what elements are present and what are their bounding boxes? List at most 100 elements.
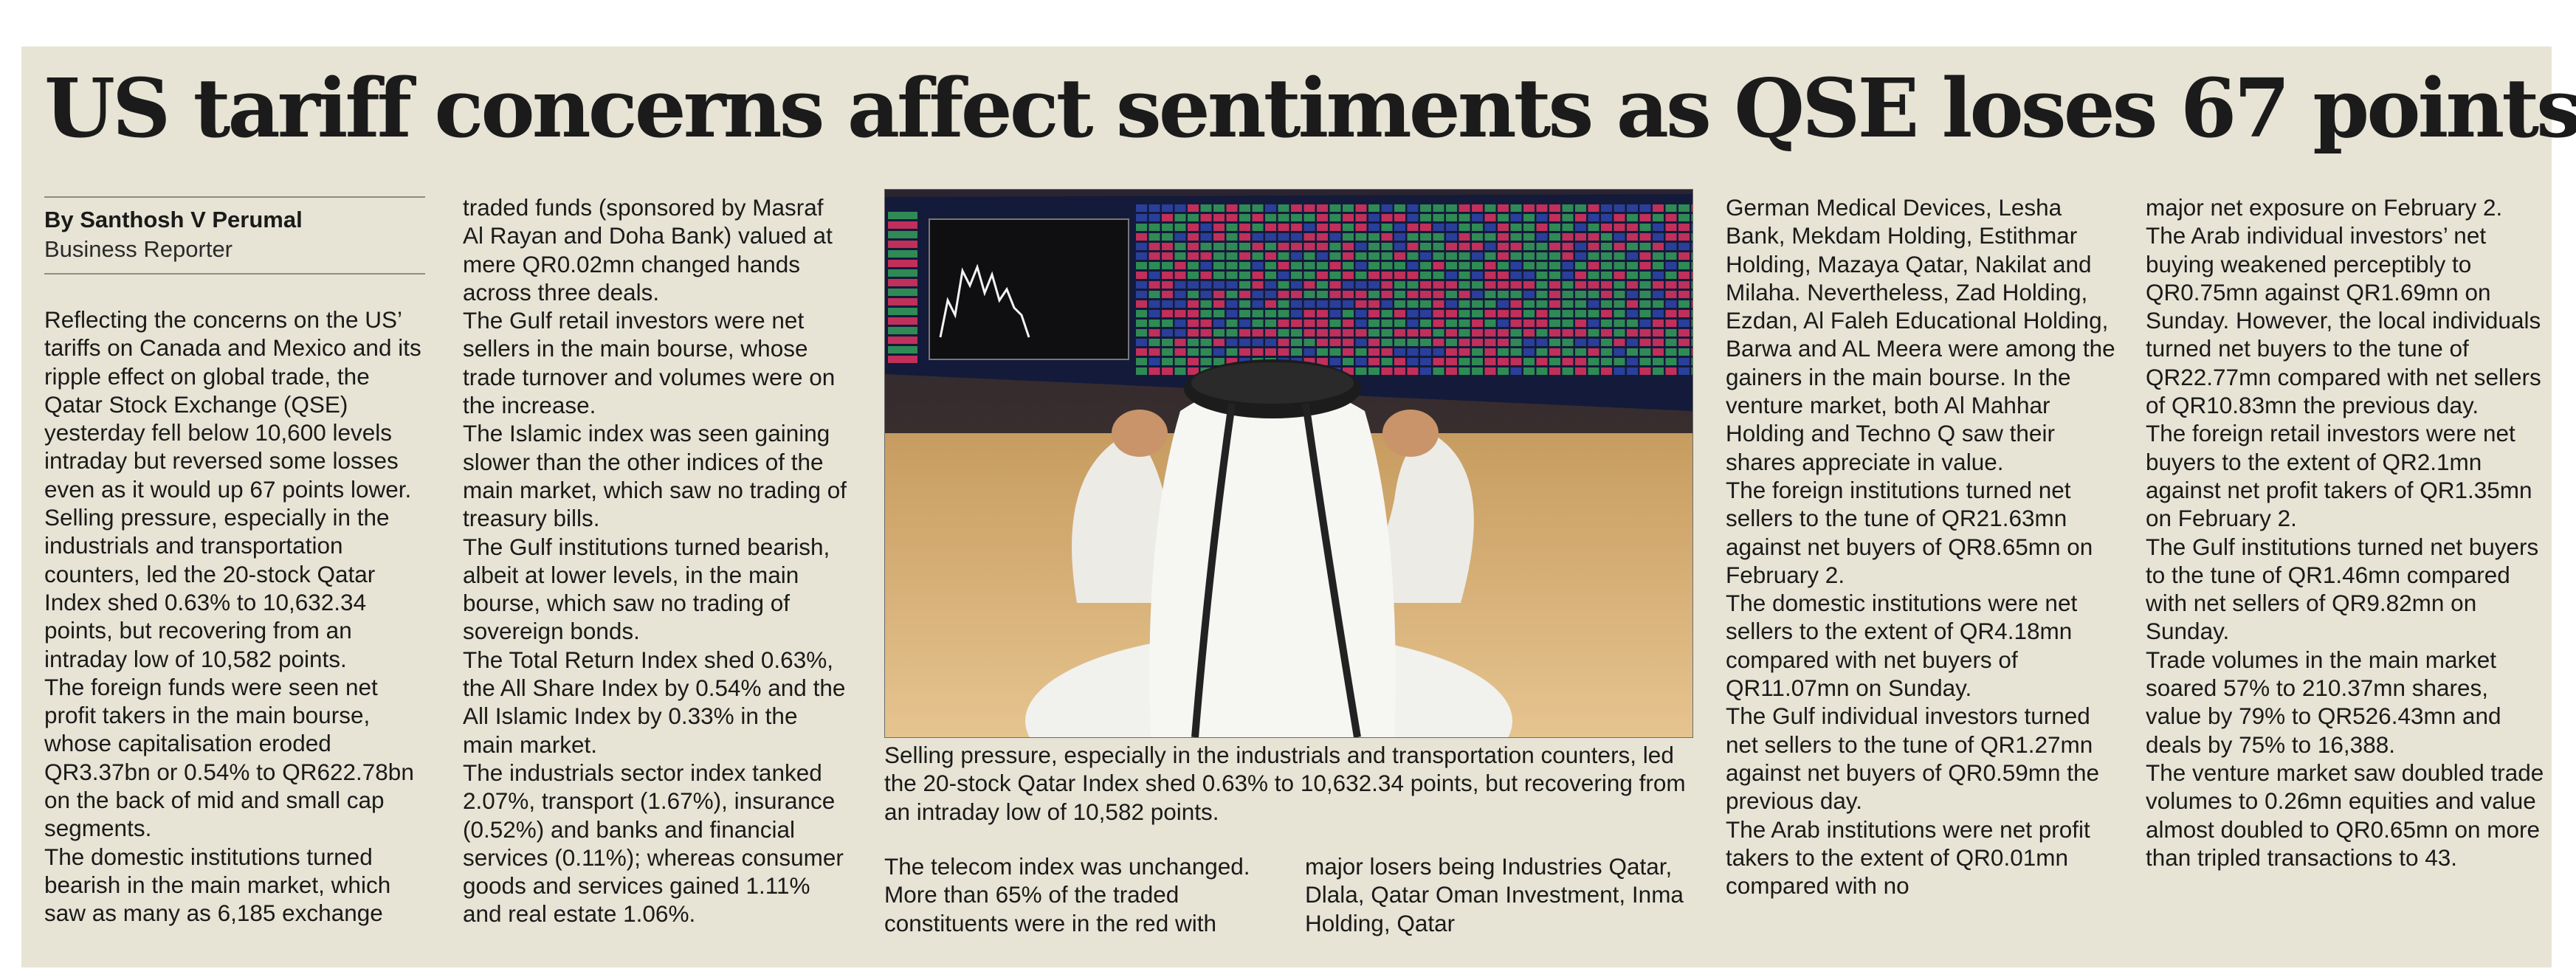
ticker-cell [1653, 281, 1664, 289]
ticker-cell [1639, 262, 1651, 269]
ticker-cell [888, 231, 917, 238]
ticker-cell [1459, 262, 1470, 269]
ticker-cell [1278, 252, 1289, 260]
ticker-cell [1213, 348, 1225, 356]
paragraph: major losers being Industries Qatar, Dla… [1305, 853, 1684, 936]
ticker-cell [1188, 348, 1199, 356]
ticker-cell [1200, 291, 1212, 298]
ticker-cell [1136, 233, 1147, 241]
ticker-cell [1162, 310, 1173, 317]
byline: By Santhosh V Perumal Business Reporter [44, 196, 425, 275]
ticker-cell [1639, 252, 1651, 260]
ticker-cell [1188, 233, 1199, 241]
ticker-cell [1136, 348, 1147, 356]
paragraph: The telecom index was unchanged. More th… [884, 853, 1250, 936]
paragraph: Reflecting the concerns on the US’ tarif… [44, 306, 421, 503]
ticker-cell [1691, 243, 1692, 250]
ticker-cell [1562, 300, 1574, 308]
ticker-cell [1252, 310, 1264, 317]
ticker-cell [1562, 233, 1574, 241]
ticker-cell [1355, 281, 1367, 289]
ticker-cell [1278, 300, 1289, 308]
ticker-cell [1213, 310, 1225, 317]
ticker-cell [1433, 204, 1444, 212]
ticker-cell [1291, 320, 1302, 327]
ticker-cell [1665, 358, 1677, 365]
headline: US tariff concerns affect sentiments as … [44, 61, 2576, 156]
ticker-cell [1562, 281, 1574, 289]
ticker-cell [1523, 329, 1535, 337]
ticker-cell [1472, 320, 1483, 327]
ticker-cell [1472, 214, 1483, 221]
ticker-cell [1472, 291, 1483, 298]
ticker-cell [1498, 243, 1509, 250]
ticker-cell [1562, 320, 1574, 327]
ticker-cell [1601, 281, 1612, 289]
ticker-cell [1213, 281, 1225, 289]
ticker-cell [1653, 358, 1664, 365]
ticker-cell [1484, 300, 1496, 308]
ticker-cell [1614, 358, 1625, 365]
ticker-cell [1188, 262, 1199, 269]
ticker-cell [1510, 339, 1522, 346]
ticker-cell [1381, 329, 1393, 337]
ticker-cell [1639, 329, 1651, 337]
ticker-cell [1498, 329, 1509, 337]
ticker-cell [1562, 368, 1574, 375]
ticker-cell [1329, 320, 1341, 327]
ticker-cell [1614, 204, 1625, 212]
ticker-cell [1433, 291, 1444, 298]
ticker-cell [1678, 300, 1690, 308]
ticker-cell [1355, 224, 1367, 231]
ticker-cell [888, 279, 917, 286]
ticker-cell [1420, 368, 1431, 375]
ticker-cell [1614, 348, 1625, 356]
ticker-cell [1484, 272, 1496, 279]
ticker-cell [1162, 368, 1173, 375]
ticker-cell [1265, 320, 1276, 327]
ticker-cell [888, 337, 917, 344]
ticker-cell [1614, 368, 1625, 375]
ticker-cell [1420, 300, 1431, 308]
ticker-cell [1304, 358, 1315, 365]
ticker-cell [1562, 358, 1574, 365]
ticker-cell [1329, 358, 1341, 365]
ticker-cell [1329, 243, 1341, 250]
ticker-cell [1484, 262, 1496, 269]
ticker-cell [1239, 252, 1250, 260]
ticker-cell [1639, 310, 1651, 317]
ticker-cell [1148, 224, 1160, 231]
ticker-cell [1665, 233, 1677, 241]
ticker-cell [1317, 252, 1328, 260]
ticker-cell [1252, 339, 1264, 346]
ticker-cell [1368, 224, 1380, 231]
ticker-cell [1265, 243, 1276, 250]
ticker-cell [1355, 320, 1367, 327]
ticker-cell [1588, 272, 1599, 279]
ticker-cell [1148, 233, 1160, 241]
ticker-cell [1200, 281, 1212, 289]
ticker-cell [1472, 300, 1483, 308]
ticker-cell [1588, 204, 1599, 212]
ticker-cell [1304, 348, 1315, 356]
ticker-cell [1265, 233, 1276, 241]
ticker-cell [1200, 300, 1212, 308]
ticker-cell [1588, 300, 1599, 308]
ticker-cell [1188, 272, 1199, 279]
ticker-cell [1536, 329, 1548, 337]
ticker-cell [1381, 262, 1393, 269]
ticker-cell [1407, 262, 1419, 269]
ticker-cell [1355, 204, 1367, 212]
ticker-cell [1174, 224, 1186, 231]
ticker-cell [1536, 291, 1548, 298]
ticker-cell [1213, 320, 1225, 327]
ticker-cell [1575, 281, 1586, 289]
ticker-cell [1691, 368, 1692, 375]
ticker-cell [1407, 272, 1419, 279]
ticker-cell [1653, 262, 1664, 269]
ticker-cell [1639, 204, 1651, 212]
ticker-cell [1407, 252, 1419, 260]
ticker-cell [1678, 214, 1690, 221]
ticker-cell [888, 346, 917, 353]
ticker-cell [1575, 358, 1586, 365]
